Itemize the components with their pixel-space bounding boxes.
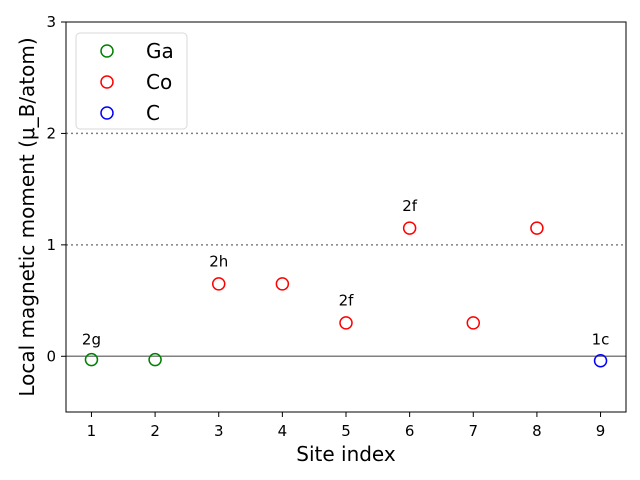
y-tick-label-2: 1 bbox=[46, 236, 56, 254]
legend-label-ga: Ga bbox=[146, 39, 174, 63]
y-axis-label: Local magnetic moment (μ_B/atom) bbox=[15, 37, 39, 396]
data-point-co-2 bbox=[275, 277, 290, 291]
x-axis-label: Site index bbox=[296, 442, 396, 466]
annotation-label-1: 2g bbox=[82, 331, 101, 349]
y-tick-label-3: 2 bbox=[46, 124, 56, 142]
y-axis-ticks: 0 1 2 3 bbox=[46, 13, 66, 365]
x-tick-label-8: 8 bbox=[532, 422, 542, 440]
x-tick-label-1: 1 bbox=[87, 422, 97, 440]
x-tick-label-7: 7 bbox=[468, 422, 478, 440]
y-tick-label-1: 0 bbox=[46, 347, 56, 365]
x-tick-label-9: 9 bbox=[596, 422, 606, 440]
annotation-label-2: 2h bbox=[209, 253, 228, 271]
x-tick-label-2: 2 bbox=[150, 422, 160, 440]
x-tick-label-4: 4 bbox=[278, 422, 288, 440]
data-point-co-1 bbox=[211, 277, 226, 291]
legend-marker-c bbox=[100, 106, 114, 120]
legend-label-c: C bbox=[146, 101, 160, 125]
y-tick-label-4: 3 bbox=[46, 13, 56, 31]
data-point-ga-2 bbox=[148, 352, 162, 367]
data-point-co-5 bbox=[466, 316, 481, 330]
data-point-co-4 bbox=[402, 221, 417, 235]
data-point-ga-1 bbox=[84, 352, 99, 367]
legend-marker-ga bbox=[100, 44, 114, 58]
legend: Ga Co C bbox=[75, 32, 188, 130]
data-point-c-1 bbox=[593, 353, 608, 368]
x-tick-label-5: 5 bbox=[341, 422, 351, 440]
annotation-label-4: 2f bbox=[402, 197, 418, 215]
annotation-label-3: 2f bbox=[339, 292, 355, 310]
data-points bbox=[84, 221, 608, 368]
data-point-co-3 bbox=[339, 316, 353, 330]
annotations: 2g 2h 2f 2f 1c bbox=[82, 197, 610, 349]
x-axis-ticks: 1 2 3 4 5 6 7 8 9 bbox=[87, 412, 606, 440]
data-point-co-6 bbox=[530, 221, 544, 235]
x-tick-label-3: 3 bbox=[214, 422, 224, 440]
annotation-label-5: 1c bbox=[592, 331, 610, 349]
legend-marker-co bbox=[100, 75, 114, 89]
legend-label-co: Co bbox=[146, 70, 172, 94]
legend-box bbox=[75, 32, 188, 130]
x-tick-label-6: 6 bbox=[405, 422, 415, 440]
